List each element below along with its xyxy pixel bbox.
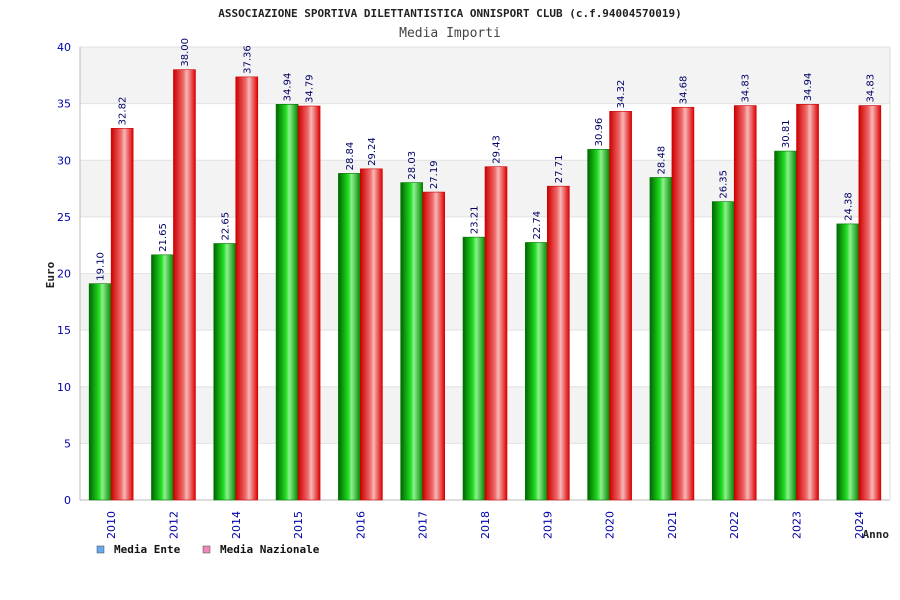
x-tick-label: 2016	[354, 511, 367, 539]
bar-media-ente-2015	[275, 104, 299, 501]
x-tick-label: 2012	[167, 511, 180, 539]
bar-media-nazionale-2017	[422, 191, 445, 501]
data-label-media-nazionale-2020: 34.32	[616, 80, 627, 109]
data-label-media-ente-2020: 30.96	[594, 118, 605, 147]
data-label-media-nazionale-2022: 34.83	[741, 74, 752, 103]
bar-media-ente-2012	[151, 254, 174, 501]
x-tick-label: 2010	[105, 511, 118, 539]
x-tick-label: 2024	[853, 511, 866, 539]
data-label-media-ente-2016: 28.84	[345, 142, 356, 171]
data-label-media-ente-2021: 28.48	[656, 146, 667, 175]
data-label-media-nazionale-2015: 34.79	[305, 74, 316, 103]
y-axis-label: Euro	[44, 261, 57, 288]
bar-media-ente-2017	[400, 182, 423, 501]
data-label-media-ente-2012: 21.65	[158, 223, 169, 252]
x-tick-label: 2023	[791, 511, 804, 539]
data-label-media-nazionale-2012: 38.00	[180, 38, 191, 67]
bar-media-ente-2020	[587, 149, 610, 501]
y-tick-label: 35	[57, 98, 71, 111]
data-label-media-nazionale-2014: 37.36	[242, 45, 253, 74]
x-tick-label: 2015	[292, 511, 305, 539]
x-tick-label: 2017	[417, 511, 430, 539]
data-label-media-nazionale-2019: 27.71	[554, 155, 565, 184]
bar-media-nazionale-2019	[547, 185, 570, 501]
x-tick-label: 2020	[604, 511, 617, 539]
data-label-media-nazionale-2023: 34.94	[803, 73, 814, 102]
bar-media-nazionale-2016	[360, 168, 383, 501]
legend: Media Ente Media Nazionale	[96, 543, 320, 556]
bar-media-ente-2014	[213, 243, 237, 501]
x-tick-label: 2022	[728, 511, 741, 539]
bar-media-ente-2010	[88, 283, 112, 501]
data-label-media-ente-2010: 19.10	[96, 252, 107, 281]
data-label-media-ente-2023: 30.81	[781, 119, 792, 148]
x-tick-label: 2021	[666, 511, 679, 539]
bar-media-nazionale-2020	[609, 111, 632, 501]
chart-title: ASSOCIAZIONE SPORTIVA DILETTANTISTICA ON…	[218, 7, 682, 20]
y-tick-label: 0	[64, 494, 71, 507]
plot-band	[80, 47, 890, 104]
x-tick-label: 2018	[479, 511, 492, 539]
data-label-media-nazionale-2018: 29.43	[492, 135, 503, 164]
legend-label-media-ente: Media Ente	[114, 543, 181, 556]
data-label-media-ente-2017: 28.03	[407, 151, 418, 180]
y-axis-ticks: 0 5 10 15 20 25 30 35 40	[57, 41, 71, 507]
y-tick-label: 10	[57, 381, 71, 394]
bar-media-nazionale-2012	[173, 69, 196, 501]
y-tick-label: 20	[57, 268, 71, 281]
y-tick-label: 15	[57, 324, 71, 337]
y-tick-label: 25	[57, 211, 71, 224]
data-label-media-ente-2019: 22.74	[532, 211, 543, 240]
legend-swatch-media-ente	[96, 545, 105, 554]
bar-media-nazionale-2010	[110, 128, 134, 501]
bar-media-ente-2018	[462, 236, 486, 501]
y-tick-label: 5	[64, 437, 71, 450]
y-tick-label: 40	[57, 41, 71, 54]
data-label-media-ente-2014: 22.65	[220, 212, 231, 241]
bar-media-nazionale-2022	[733, 105, 757, 501]
x-tick-label: 2019	[541, 511, 554, 539]
bar-media-nazionale-2014	[235, 76, 259, 501]
bars: 19.10 32.82 21.65 38.00 22.65 37.36 34.94 34.79…	[88, 38, 882, 501]
y-tick-label: 30	[57, 154, 71, 167]
bar-media-nazionale-2018	[484, 166, 508, 501]
bar-media-nazionale-2021	[671, 106, 695, 501]
bar-media-ente-2024	[836, 223, 860, 501]
data-label-media-nazionale-2016: 29.24	[367, 137, 378, 166]
bar-media-nazionale-2024	[858, 105, 882, 501]
x-axis-label: Anno	[863, 528, 890, 541]
chart-subtitle: Media Importi	[399, 26, 501, 41]
x-axis-ticks: 2010 2012 2014 2015 2016 2017 2018 2019 2020 2021…	[105, 511, 866, 539]
bar-media-nazionale-2015	[297, 105, 321, 501]
data-label-media-nazionale-2010: 32.82	[118, 97, 129, 126]
legend-swatch-media-nazionale	[202, 545, 211, 554]
bar-media-nazionale-2023	[796, 104, 819, 501]
data-label-media-nazionale-2024: 34.83	[865, 74, 876, 103]
x-tick-label: 2014	[230, 511, 243, 539]
bar-media-ente-2021	[649, 177, 673, 501]
bar-media-ente-2019	[525, 242, 548, 501]
data-label-media-nazionale-2017: 27.19	[429, 160, 440, 189]
legend-label-media-nazionale: Media Nazionale	[220, 543, 320, 556]
data-label-media-ente-2015: 34.94	[283, 73, 294, 102]
bar-media-ente-2023	[774, 150, 797, 501]
bar-media-ente-2016	[338, 173, 361, 501]
data-label-media-ente-2018: 23.21	[470, 206, 481, 235]
bar-media-ente-2022	[711, 201, 735, 501]
data-label-media-ente-2022: 26.35	[719, 170, 730, 199]
data-label-media-ente-2024: 24.38	[843, 192, 854, 221]
data-label-media-nazionale-2021: 34.68	[678, 76, 689, 105]
